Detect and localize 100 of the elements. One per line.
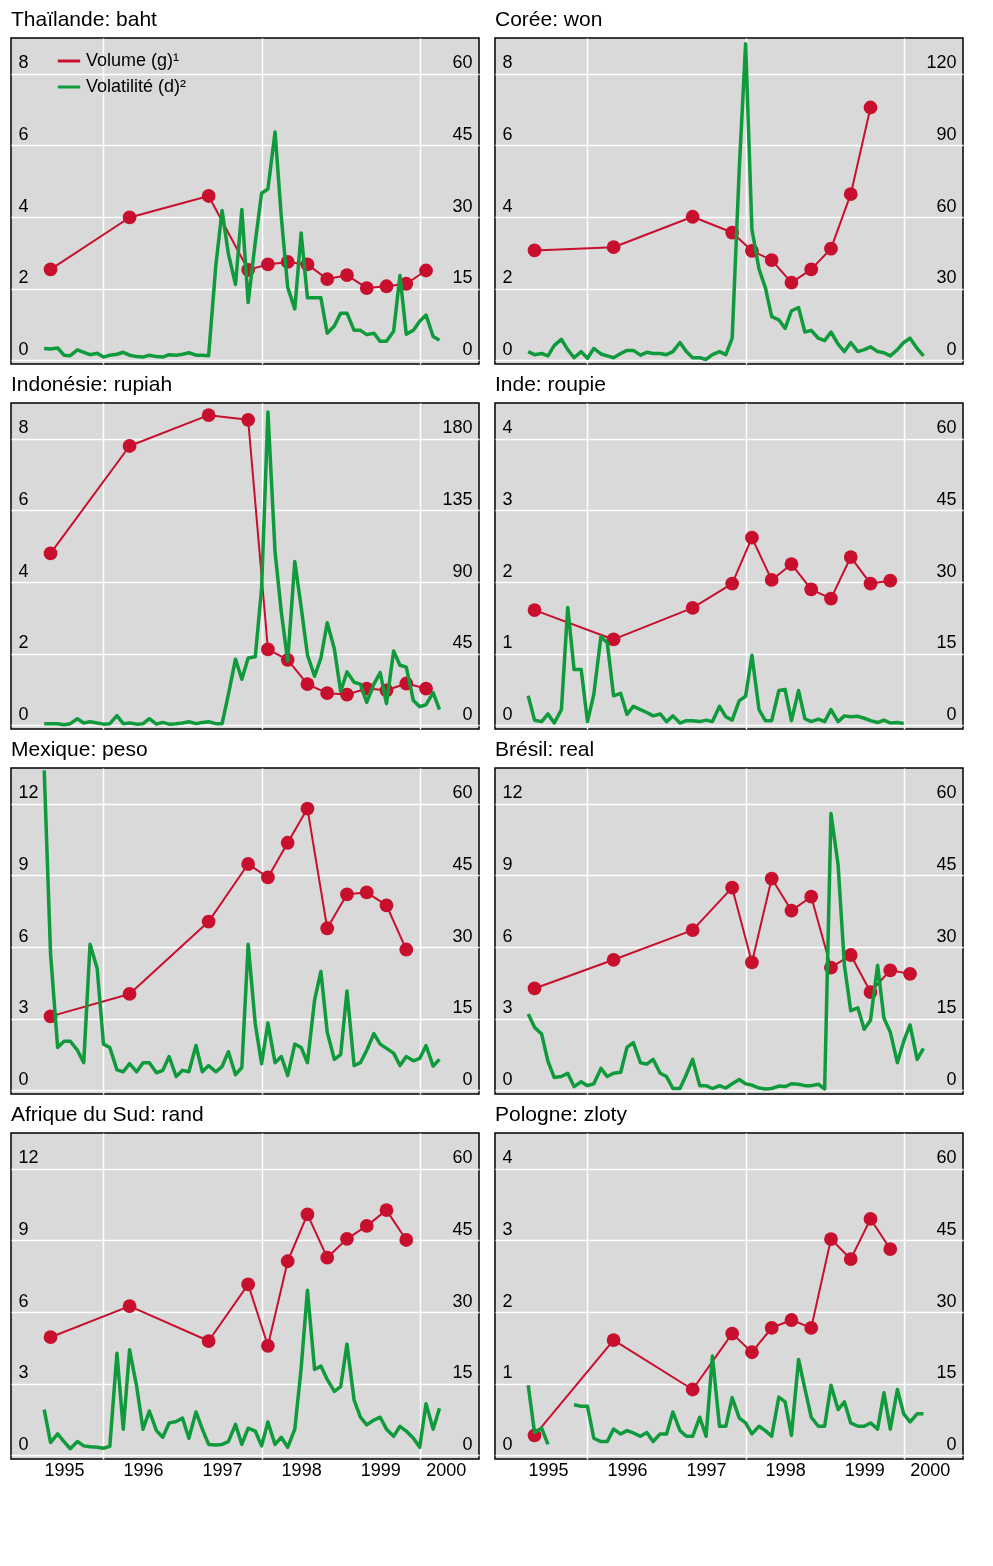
y2-tick-label: 60 — [452, 52, 473, 73]
y2-tick-label: 0 — [946, 1433, 957, 1454]
y2-tick-label: 45 — [936, 1218, 957, 1239]
legend-label: Volatilité (d)² — [86, 76, 187, 96]
y-tick-label: 6 — [18, 488, 29, 509]
y2-tick-label: 30 — [452, 1290, 473, 1311]
y-tick-label: 6 — [18, 123, 29, 144]
y2-tick-label: 90 — [936, 123, 957, 144]
y-tick-label: 0 — [18, 703, 29, 724]
y2-tick-label: 45 — [452, 123, 473, 144]
y-tick-label: 0 — [18, 338, 29, 359]
y2-tick-label: 0 — [946, 338, 957, 359]
chart-title: Afrique du Sud: rand — [11, 1102, 204, 1125]
y2-tick-label: 90 — [452, 560, 473, 581]
y-tick-label: 0 — [18, 1433, 29, 1454]
y-tick-label: 0 — [502, 703, 513, 724]
y-tick-label: 1 — [502, 632, 513, 653]
x-tick-label: 1996 — [123, 1459, 164, 1480]
y-tick-label: 9 — [18, 1218, 29, 1239]
x-tick-label: 1998 — [765, 1459, 806, 1480]
y2-tick-label: 45 — [452, 632, 473, 653]
y-tick-label: 4 — [502, 195, 513, 216]
chart-title: Thaïlande: baht — [11, 7, 158, 30]
y-tick-label: 6 — [502, 123, 513, 144]
y2-tick-label: 60 — [452, 782, 473, 803]
x-tick-label: 1997 — [686, 1459, 727, 1480]
chart-title: Inde: roupie — [495, 372, 606, 395]
y-tick-label: 12 — [18, 782, 39, 803]
chart-title: Indonésie: rupiah — [11, 372, 173, 395]
y-tick-label: 4 — [502, 417, 513, 438]
y2-tick-label: 15 — [452, 997, 473, 1018]
y2-tick-label: 45 — [452, 853, 473, 874]
y-tick-label: 2 — [502, 267, 513, 288]
x-tick-label: 1996 — [607, 1459, 648, 1480]
y2-tick-label: 0 — [946, 1068, 957, 1089]
x-tick-label: 1995 — [44, 1459, 85, 1480]
y-tick-label: 9 — [18, 853, 29, 874]
y-tick-label: 2 — [18, 267, 29, 288]
y-tick-label: 4 — [18, 560, 29, 581]
y-tick-label: 3 — [18, 1362, 29, 1383]
legend-label: Volume (g)¹ — [86, 50, 180, 70]
y-tick-label: 6 — [502, 925, 513, 946]
y-tick-label: 3 — [502, 1218, 513, 1239]
chart-title: Corée: won — [495, 7, 603, 30]
y2-tick-label: 30 — [936, 560, 957, 581]
y-tick-label: 12 — [502, 782, 523, 803]
y-tick-label: 8 — [502, 52, 513, 73]
x-tick-label: 1999 — [844, 1459, 885, 1480]
y-tick-label: 3 — [18, 997, 29, 1018]
x-tick-label: 1997 — [202, 1459, 243, 1480]
y2-tick-label: 30 — [936, 267, 957, 288]
y-tick-label: 6 — [18, 1290, 29, 1311]
y-tick-label: 3 — [502, 488, 513, 509]
y-tick-label: 4 — [18, 195, 29, 216]
y2-tick-label: 60 — [936, 1147, 957, 1168]
y-tick-label: 12 — [18, 1147, 39, 1168]
y2-tick-label: 15 — [452, 267, 473, 288]
y2-tick-label: 15 — [936, 1362, 957, 1383]
y-tick-label: 8 — [18, 52, 29, 73]
y2-tick-label: 15 — [452, 1362, 473, 1383]
y-tick-label: 2 — [502, 560, 513, 581]
chart-title: Mexique: peso — [11, 737, 148, 760]
chart-title: Brésil: real — [495, 737, 595, 760]
y2-tick-label: 15 — [936, 997, 957, 1018]
y-tick-label: 0 — [502, 1068, 513, 1089]
y2-tick-label: 15 — [936, 632, 957, 653]
y2-tick-label: 135 — [442, 488, 473, 509]
y2-tick-label: 0 — [462, 1068, 473, 1089]
y2-tick-label: 45 — [936, 488, 957, 509]
y2-tick-label: 30 — [452, 195, 473, 216]
y2-tick-label: 45 — [452, 1218, 473, 1239]
chart-title: Pologne: zloty — [495, 1102, 628, 1125]
x-tick-label: 2000 — [910, 1459, 951, 1480]
y2-tick-label: 60 — [452, 1147, 473, 1168]
y-tick-label: 2 — [502, 1290, 513, 1311]
y2-tick-label: 0 — [462, 1433, 473, 1454]
y-tick-label: 2 — [18, 632, 29, 653]
x-tick-label: 1998 — [281, 1459, 322, 1480]
x-tick-label: 1995 — [528, 1459, 569, 1480]
y2-tick-label: 30 — [936, 925, 957, 946]
y2-tick-label: 0 — [462, 338, 473, 359]
x-tick-label: 2000 — [426, 1459, 467, 1480]
y-tick-label: 0 — [502, 338, 513, 359]
y-tick-label: 9 — [502, 853, 513, 874]
x-tick-label: 1999 — [360, 1459, 401, 1480]
y2-tick-label: 120 — [926, 52, 957, 73]
y-tick-label: 0 — [18, 1068, 29, 1089]
y2-tick-label: 0 — [946, 703, 957, 724]
y2-tick-label: 60 — [936, 417, 957, 438]
y-tick-label: 6 — [18, 925, 29, 946]
y-tick-label: 3 — [502, 997, 513, 1018]
y2-tick-label: 0 — [462, 703, 473, 724]
y2-tick-label: 60 — [936, 195, 957, 216]
y-tick-label: 8 — [18, 417, 29, 438]
y-tick-label: 1 — [502, 1362, 513, 1383]
y2-tick-label: 60 — [936, 782, 957, 803]
y2-tick-label: 180 — [442, 417, 473, 438]
y-tick-label: 0 — [502, 1433, 513, 1454]
y2-tick-label: 30 — [452, 925, 473, 946]
y-tick-label: 4 — [502, 1147, 513, 1168]
